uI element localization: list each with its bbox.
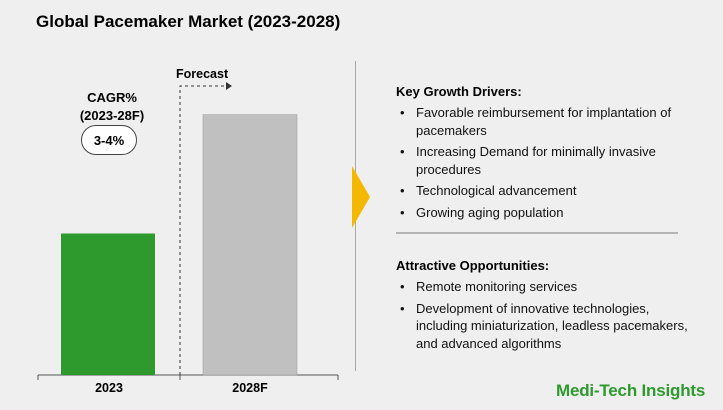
forecast-label: Forecast (176, 67, 229, 81)
cagr-label-line1: CAGR% (87, 90, 137, 105)
cagr-label-line2: (2023-28F) (79, 108, 145, 123)
list-item: Favorable reimbursement for implantation… (396, 104, 696, 139)
arrow-right-icon (352, 166, 370, 228)
x-tick-label-2028f: 2028F (232, 381, 268, 395)
list-item: Remote monitoring services (396, 278, 696, 296)
list-item: Development of innovative technologies, … (396, 300, 696, 353)
cagr-value-badge: 3-4% (81, 125, 137, 155)
x-tick-label-2023: 2023 (95, 381, 123, 395)
opportunities-list: Remote monitoring services Development o… (396, 278, 696, 352)
brand-logo: Medi-Tech Insights (556, 381, 706, 400)
bar-2023 (61, 233, 155, 375)
cagr-label: CAGR% (2023-28F) (72, 89, 152, 125)
bar-2028f (202, 114, 298, 376)
growth-drivers-panel: Key Growth Drivers: Favorable reimbursem… (396, 84, 696, 225)
list-item: Increasing Demand for minimally invasive… (396, 143, 696, 178)
forecast-divider (179, 85, 226, 375)
horizontal-divider (396, 232, 678, 234)
opportunities-panel: Attractive Opportunities: Remote monitor… (396, 258, 696, 356)
forecast-arrowhead (226, 82, 232, 90)
list-item: Growing aging population (396, 204, 696, 222)
growth-drivers-list: Favorable reimbursement for implantation… (396, 104, 696, 221)
growth-drivers-heading: Key Growth Drivers: (396, 84, 522, 99)
list-item: Technological advancement (396, 182, 696, 200)
opportunities-heading: Attractive Opportunities: (396, 258, 550, 273)
chart-title: Global Pacemaker Market (2023-2028) (36, 12, 341, 31)
